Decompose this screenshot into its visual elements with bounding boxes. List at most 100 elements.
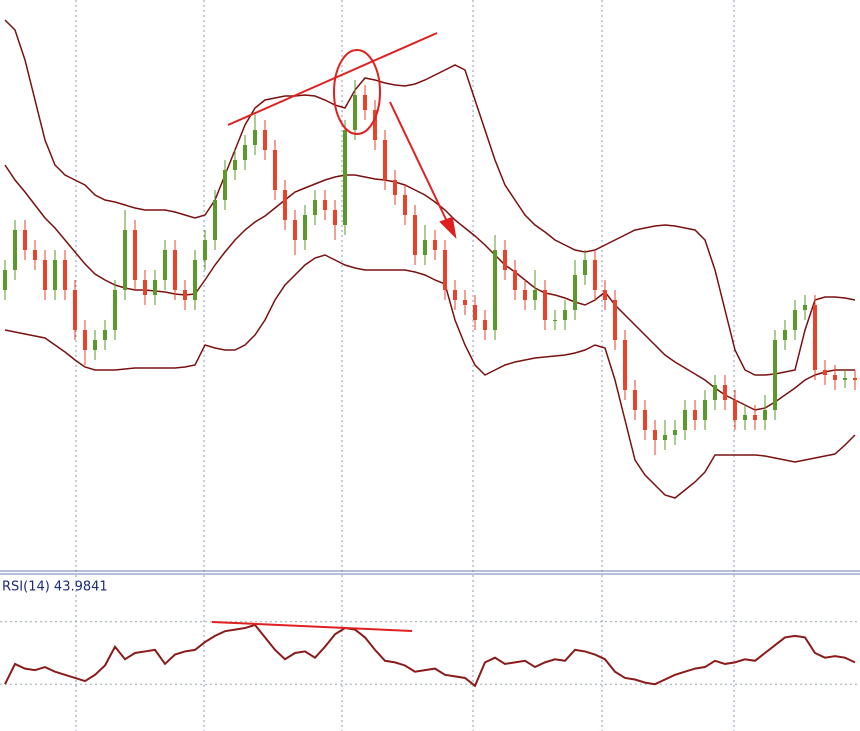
candle-body bbox=[93, 340, 97, 350]
arrow-head bbox=[439, 216, 457, 239]
candle-body bbox=[253, 130, 257, 145]
candle-body bbox=[423, 240, 427, 255]
candle-body bbox=[3, 270, 7, 290]
trend-line bbox=[227, 32, 438, 126]
candle-body bbox=[723, 385, 727, 400]
candle-body bbox=[693, 410, 697, 420]
bollinger-band bbox=[4, 254, 856, 499]
candle-body bbox=[313, 200, 317, 215]
candle-body bbox=[493, 250, 497, 330]
candle-body bbox=[383, 140, 387, 180]
candle-body bbox=[823, 370, 827, 375]
candle-body bbox=[713, 385, 717, 400]
candle-body bbox=[583, 260, 587, 275]
candle-body bbox=[343, 130, 347, 225]
candle-body bbox=[673, 430, 677, 435]
candle-body bbox=[843, 378, 847, 380]
candle-body bbox=[173, 250, 177, 290]
candle-body bbox=[753, 415, 757, 420]
candle-body bbox=[223, 170, 227, 200]
bollinger-band bbox=[4, 19, 856, 376]
candle-body bbox=[803, 305, 807, 310]
candle-body bbox=[43, 260, 47, 290]
candle-body bbox=[483, 320, 487, 330]
candle-body bbox=[363, 95, 367, 110]
candle-body bbox=[233, 160, 237, 170]
candle-body bbox=[353, 95, 357, 130]
candle-body bbox=[513, 270, 517, 290]
candle-body bbox=[133, 230, 137, 280]
candle-body bbox=[293, 220, 297, 240]
candle-body bbox=[593, 260, 597, 290]
candle-body bbox=[553, 320, 557, 321]
candle-body bbox=[143, 280, 147, 295]
candle-body bbox=[523, 290, 527, 300]
rsi-trend-line bbox=[211, 621, 413, 632]
rsi-line bbox=[4, 623, 856, 688]
candle-body bbox=[163, 250, 167, 280]
candle-body bbox=[433, 240, 437, 250]
candle-body bbox=[33, 250, 37, 260]
candle-body bbox=[153, 280, 157, 295]
candle-body bbox=[453, 290, 457, 300]
candle-body bbox=[783, 330, 787, 340]
candle-body bbox=[283, 190, 287, 220]
candle-body bbox=[733, 400, 737, 420]
candle-body bbox=[813, 305, 817, 370]
candle-body bbox=[663, 435, 667, 440]
candle-body bbox=[633, 390, 637, 410]
candle-body bbox=[183, 290, 187, 300]
candle-body bbox=[273, 150, 277, 190]
candle-body bbox=[503, 250, 507, 270]
candle-body bbox=[113, 290, 117, 330]
marks bbox=[0, 19, 860, 688]
candle-body bbox=[53, 260, 57, 290]
candle-body bbox=[833, 375, 837, 380]
candle-body bbox=[263, 130, 267, 150]
candle-body bbox=[203, 240, 207, 260]
candle-body bbox=[543, 290, 547, 320]
candle-body bbox=[573, 275, 577, 310]
candle-body bbox=[13, 230, 17, 270]
candle-body bbox=[73, 290, 77, 330]
candle-body bbox=[103, 330, 107, 340]
candle-body bbox=[773, 340, 777, 410]
candle-body bbox=[443, 250, 447, 290]
candle-body bbox=[643, 410, 647, 430]
candle-body bbox=[373, 110, 377, 140]
candle-body bbox=[613, 300, 617, 340]
candle-body bbox=[683, 410, 687, 430]
candle-body bbox=[463, 300, 467, 305]
candle-body bbox=[193, 260, 197, 300]
candle-body bbox=[623, 340, 627, 390]
candle-body bbox=[853, 378, 857, 380]
candle-body bbox=[563, 310, 567, 320]
candle-body bbox=[603, 290, 607, 300]
candle-body bbox=[243, 145, 247, 160]
candle-body bbox=[413, 215, 417, 255]
candle-body bbox=[123, 230, 127, 290]
candle-body bbox=[393, 180, 397, 195]
candle-body bbox=[23, 230, 27, 250]
candle-body bbox=[213, 200, 217, 240]
rsi-label: RSI(14) 43.9841 bbox=[2, 580, 108, 595]
candle-body bbox=[303, 215, 307, 240]
candle-body bbox=[63, 260, 67, 290]
candle-body bbox=[653, 430, 657, 440]
candle-body bbox=[533, 290, 537, 300]
candle-body bbox=[83, 330, 87, 350]
time-separators bbox=[75, 0, 735, 731]
candle-body bbox=[763, 410, 767, 420]
candle-body bbox=[473, 305, 477, 320]
bollinger-band bbox=[4, 164, 855, 411]
candle-body bbox=[333, 210, 337, 225]
annotations bbox=[211, 32, 457, 632]
candle-body bbox=[323, 200, 327, 210]
arrow bbox=[389, 101, 453, 233]
highlight-ellipse bbox=[333, 49, 381, 135]
candle-body bbox=[703, 400, 707, 420]
candle-body bbox=[793, 310, 797, 330]
candle-body bbox=[743, 415, 747, 420]
candle-body bbox=[403, 195, 407, 215]
